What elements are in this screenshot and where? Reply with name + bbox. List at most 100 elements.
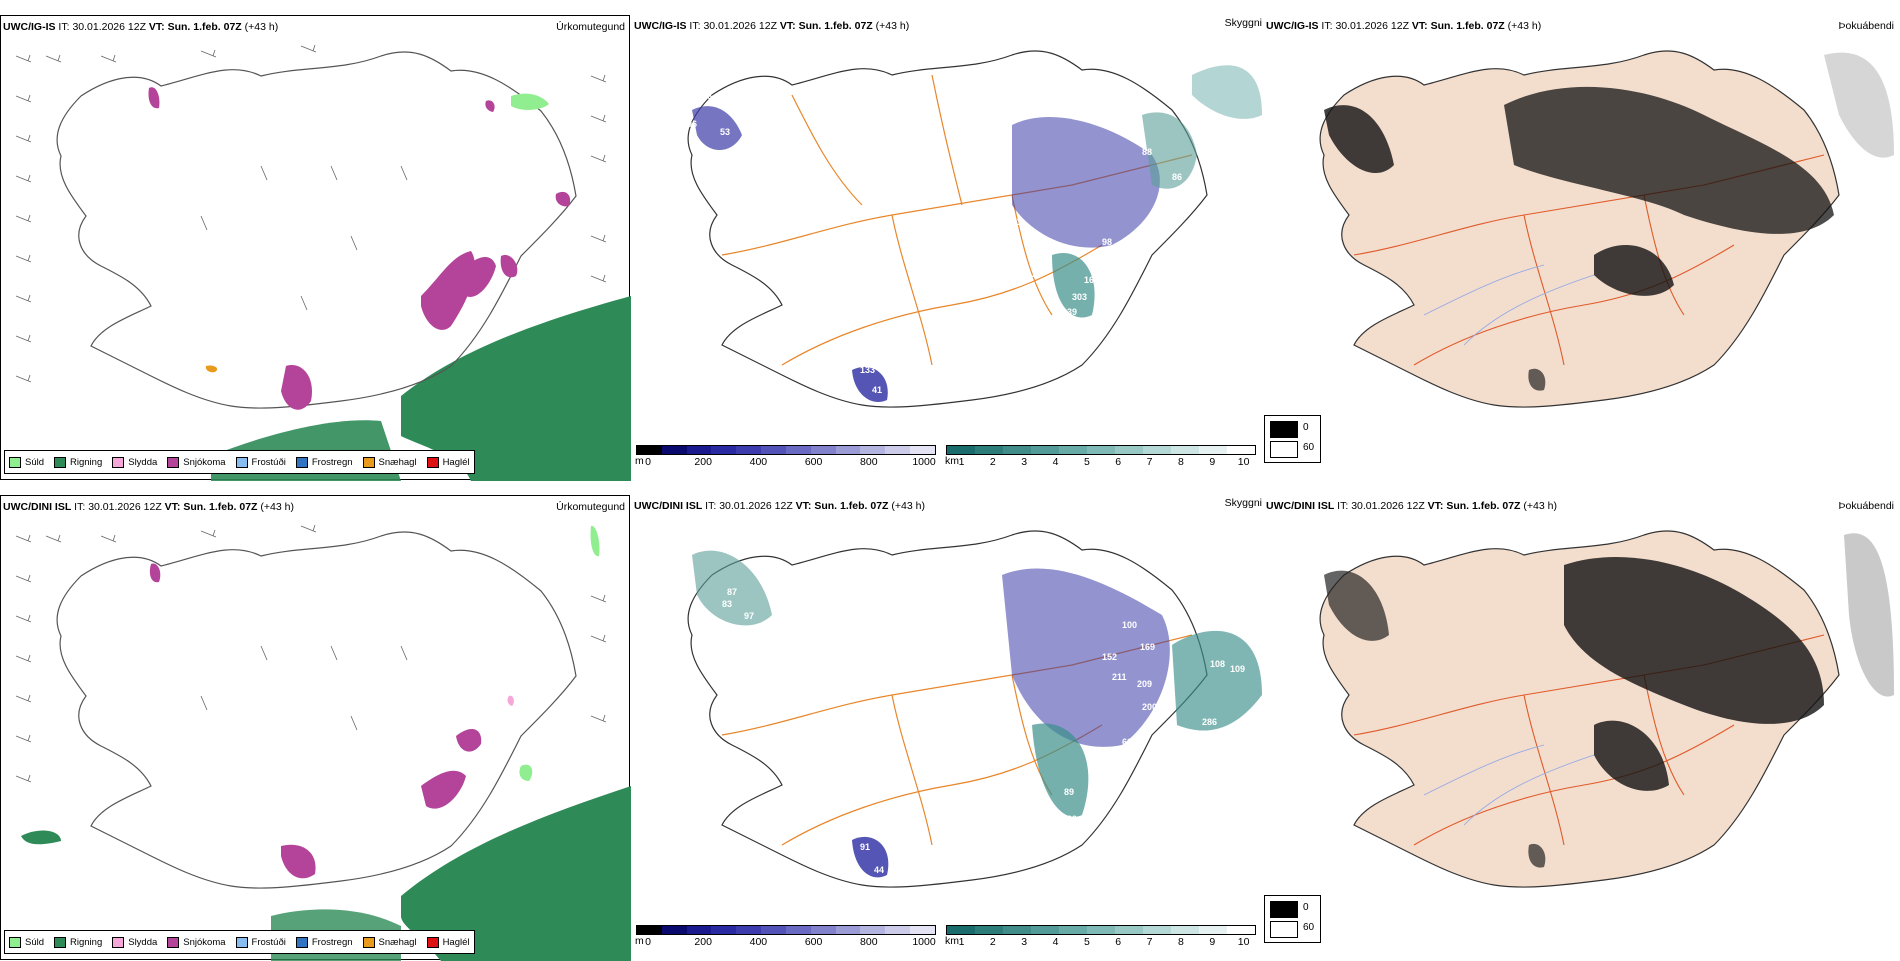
colorbar-unit: km (945, 455, 959, 467)
colorbar-swatch (947, 926, 975, 934)
cloud-label: 133 (860, 365, 875, 375)
fog-index-panel-top: UWC/IG-IS IT: 30.01.2026 12Z VT: Sun. 1.… (1264, 15, 1894, 480)
cloud-label: 303 (1072, 292, 1087, 302)
fog-index-map (1319, 50, 1894, 408)
colorbar-swatch (810, 446, 836, 454)
legend-item: Rigning (54, 456, 102, 468)
colorbar-unit: m (635, 455, 644, 467)
colorbar-swatch (1199, 446, 1227, 454)
colorbar-swatch (637, 446, 662, 454)
legend-item: Snæhagl (362, 456, 417, 468)
colorbar-tick: 400 (749, 456, 768, 468)
cloud-base-map: 100 87 83 97 167 107 139 100 152 169 211… (687, 530, 1262, 888)
cloud-label: 41 (872, 385, 882, 395)
colorbar-tick: 0 (645, 456, 651, 468)
colorbar-tick: 1 (958, 936, 965, 948)
cloud-label: 93 (1102, 755, 1112, 765)
precip-type-map (15, 44, 631, 481)
colorbar-tick: 400 (749, 936, 768, 948)
colorbar-tick: 9 (1209, 936, 1216, 948)
colorbar-tick: 0 (645, 936, 651, 948)
colorbar-swatch (885, 926, 911, 934)
legend-item: Slydda (112, 456, 157, 468)
cloud-label: 122 (1112, 265, 1127, 275)
colorbar-swatch (975, 446, 1003, 454)
colorbar-swatch (1171, 926, 1199, 934)
colorbar-tick: 800 (860, 936, 878, 948)
legend-item: Frostregn (295, 456, 353, 468)
cloud-label: 87 (727, 587, 737, 597)
visibility-colorbar: 1 2 3 4 5 6 7 8 9 10 km (945, 925, 1256, 949)
colorbar-tick: 200 (694, 936, 712, 948)
cloud-label: 100 (772, 560, 787, 570)
legend-item: Snjókoma (167, 936, 226, 948)
panel-title: UWC/IG-IS IT: 30.01.2026 12Z VT: Sun. 1.… (634, 20, 910, 32)
cloud-label: 86 (1177, 187, 1187, 197)
cloud-label: 209 (1137, 679, 1152, 689)
colorbar-swatch (810, 926, 836, 934)
colorbar-tick: 3 (1021, 456, 1028, 468)
colorbar-unit: m (635, 935, 644, 947)
colorbar-tick: 1000 (912, 456, 936, 468)
legend-item: Frostúði (235, 456, 286, 468)
panel-title: UWC/DINI ISL IT: 30.01.2026 12Z VT: Sun.… (3, 501, 294, 513)
colorbar-swatch (686, 926, 712, 934)
precip-type-panel-top: UWC/IG-IS IT: 30.01.2026 12Z VT: Sun. 1.… (0, 15, 631, 481)
colorbar-swatch (860, 926, 886, 934)
colorbar-swatch (1059, 926, 1087, 934)
colorbar-tick: 600 (804, 936, 823, 948)
colorbar-swatch (910, 926, 935, 934)
cloud-label: 89 (1064, 787, 1074, 797)
cloud-label: 286 (1202, 717, 1217, 727)
cloud-label: 12 (1027, 269, 1037, 279)
colorbar-tick: 2 (989, 936, 996, 948)
colorbar-swatch (1227, 446, 1255, 454)
legend-item: Frostregn (295, 936, 353, 948)
panel-variable-label: Skyggni (1224, 497, 1262, 509)
panel-variable-label: Skyggni (1224, 17, 1262, 29)
fog-index-panel-bottom: UWC/DINI ISL IT: 30.01.2026 12Z VT: Sun.… (1264, 495, 1894, 960)
cloud-label: 98 (1102, 237, 1112, 247)
panel-variable-label: Úrkomutegund (556, 501, 625, 513)
colorbar-swatch (1087, 926, 1115, 934)
cloud-label: 96 (702, 91, 712, 101)
cloud-label: 107 (807, 635, 822, 645)
colorbar-tick: 6 (1115, 456, 1122, 468)
cloud-label: 11 (1012, 217, 1022, 227)
colorbar-swatch (1143, 446, 1171, 454)
cloud-label: 165 (1060, 325, 1075, 335)
colorbar-tick: 6 (1115, 936, 1122, 948)
cloud-label: 44 (874, 865, 884, 875)
legend-item: Súld (9, 456, 44, 468)
colorbar-swatch (736, 926, 762, 934)
colorbar-swatch (1059, 446, 1087, 454)
colorbar-tick: 10 (1237, 936, 1250, 948)
cloud-label: 109 (1230, 664, 1245, 674)
colorbar-swatch (637, 926, 662, 934)
legend-item: Snjókoma (167, 456, 226, 468)
colorbar-tick: 5 (1083, 456, 1090, 468)
cloud-label: 91 (860, 842, 870, 852)
panel-variable-label: Þokuábendi (1838, 20, 1894, 32)
colorbar-swatch (860, 446, 886, 454)
colorbar-swatch (835, 926, 861, 934)
colorbar-swatch (661, 926, 687, 934)
colorbar-tick: 10 (1237, 456, 1250, 468)
colorbar-swatch (736, 446, 762, 454)
cloud-label: 100 (1122, 620, 1137, 630)
cloud-label: 139 (1112, 580, 1127, 590)
colorbar-tick: 2 (989, 456, 996, 468)
panel-title: UWC/IG-IS IT: 30.01.2026 12Z VT: Sun. 1.… (1266, 20, 1542, 32)
cloud-label: 100 (1062, 814, 1077, 824)
colorbar-swatch (835, 446, 861, 454)
colorbar-swatch (1171, 446, 1199, 454)
panel-title: UWC/IG-IS IT: 30.01.2026 12Z VT: Sun. 1.… (3, 21, 279, 33)
colorbar-tick: 3 (1021, 936, 1028, 948)
legend-item: Haglél (426, 936, 470, 948)
legend-item: Rigning (54, 936, 102, 948)
legend-item: Snæhagl (362, 936, 417, 948)
colorbar-swatch (1031, 446, 1059, 454)
colorbar-tick: 7 (1146, 936, 1153, 948)
colorbar-tick: 9 (1209, 456, 1216, 468)
cloud-label: 239 (1062, 307, 1077, 317)
